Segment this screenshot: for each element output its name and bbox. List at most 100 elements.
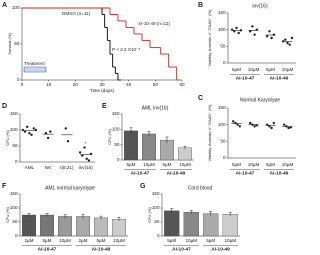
group-label: AI-10-49 [270,75,289,81]
data-point [253,125,256,128]
x-tick-label: 10µM [113,238,125,243]
data-point [283,123,286,126]
data-point [28,132,31,135]
panel-letter: E [102,103,107,110]
y-tick-label: 100 [218,122,226,127]
panel-title: Normal Karyotype [240,97,280,103]
data-point [83,146,86,149]
y-tick-label: 50 [12,143,18,148]
group-label: AI-10-49 [167,170,186,176]
x-tick-label: NK [45,165,52,170]
data-point [233,30,236,33]
y-tick-label: 50 [114,142,120,147]
y-tick-label: 50 [220,44,226,49]
panel-title: AML normal karyotype [45,185,95,191]
series-label: DMSO (n=11) [62,11,91,16]
x-tick-label: 5µM [232,67,241,72]
data-point [30,133,33,136]
x-tick-label: 10µM [248,162,260,167]
y-axis-label: Survival (%) [7,33,12,55]
bar [94,217,108,237]
data-point [253,33,256,36]
bar [203,213,219,237]
x-tick-label: 10µM [224,238,236,243]
y-tick-label: 150 [218,10,226,15]
y-tick-label: 0 [223,155,226,160]
data-point [81,154,84,157]
x-tick-label: 10 [46,82,52,87]
data-point [49,130,52,133]
figure: A 0 50 100 Survival (%) 0 10 20 30 40 50 60 Time (da… [2,2,296,252]
panel-title: Cord blood [188,185,213,191]
bar [164,210,180,237]
group-label: AI-10-47 [236,75,255,81]
data-point [270,126,273,130]
group-label: AI-10-47 [38,246,57,252]
data-point [236,123,239,126]
x-tick-label: 60 [179,82,185,87]
data-point [23,130,27,133]
y-axis-label: CFU (%) [5,207,10,223]
data-point [44,132,48,135]
group-label: AI-10-49 [270,170,289,176]
bar [112,219,126,237]
y-tick-label: 50 [14,41,20,46]
x-tick-label: 5µM [96,238,105,243]
data-point [290,36,294,40]
y-tick-label: 100 [12,5,20,10]
data-point [85,157,88,160]
y-tick-label: 100 [112,127,120,132]
group-label: AI-10-47 [172,246,191,252]
y-axis-label: CFU (%) [5,130,10,146]
y-tick-label: 50 [220,139,226,144]
data-point [232,120,235,123]
y-tick-label: 100 [152,205,160,210]
y-axis-label: Viability, Annexin-V⁻/7AAD⁻ (%) [207,9,212,67]
group-label: AI-10-47 [236,170,255,176]
data-point [286,41,289,45]
y-tick-label: 0 [15,233,18,238]
data-point [25,125,29,128]
data-point [270,36,273,40]
x-tick-label: t(8;21) [60,165,74,170]
y-tick-label: 50 [12,219,18,224]
x-tick-label: 5µM [162,162,171,167]
y-tick-label: 0 [117,157,120,162]
significance: * [85,141,87,146]
x-tick-label: 10µM [185,238,197,243]
y-axis-label: CFU (%) [107,129,112,145]
x-tick-label: 10µM [282,162,294,167]
y-tick-label: 0 [17,77,20,82]
x-tick-label: 0 [21,82,24,87]
panel-title: AML inv(16) [142,105,169,111]
panel-title: inv(16) [252,3,268,9]
x-tick-label: 5µM [232,162,241,167]
panel-letter: F [2,183,7,190]
data-point [249,121,252,125]
y-tick-label: 150 [10,111,18,116]
group-label: AI-10-49 [92,246,111,252]
data-point [272,121,275,125]
x-tick-label: 10µM [59,238,71,243]
x-tick-label: 5µM [126,162,135,167]
data-point [284,38,287,41]
x-tick-label: AML [25,165,35,170]
data-point [64,127,67,130]
data-point [266,35,269,38]
bar [124,130,138,161]
data-point [268,125,271,128]
data-point [87,159,91,162]
bar [22,214,36,237]
page: {"chart_data": [ {"panel": "A", "type": … [2,1,296,253]
panel-letter: B [198,2,203,9]
bar [222,214,238,237]
y-tick-label: 50 [154,219,160,224]
x-tick-label: Inv(16) [78,165,93,170]
bar [183,212,199,237]
treatment-label: Treatment [24,61,45,66]
data-point [285,125,288,128]
data-point [21,128,24,132]
data-point [78,151,82,154]
data-point [34,128,38,132]
data-point [46,136,50,140]
